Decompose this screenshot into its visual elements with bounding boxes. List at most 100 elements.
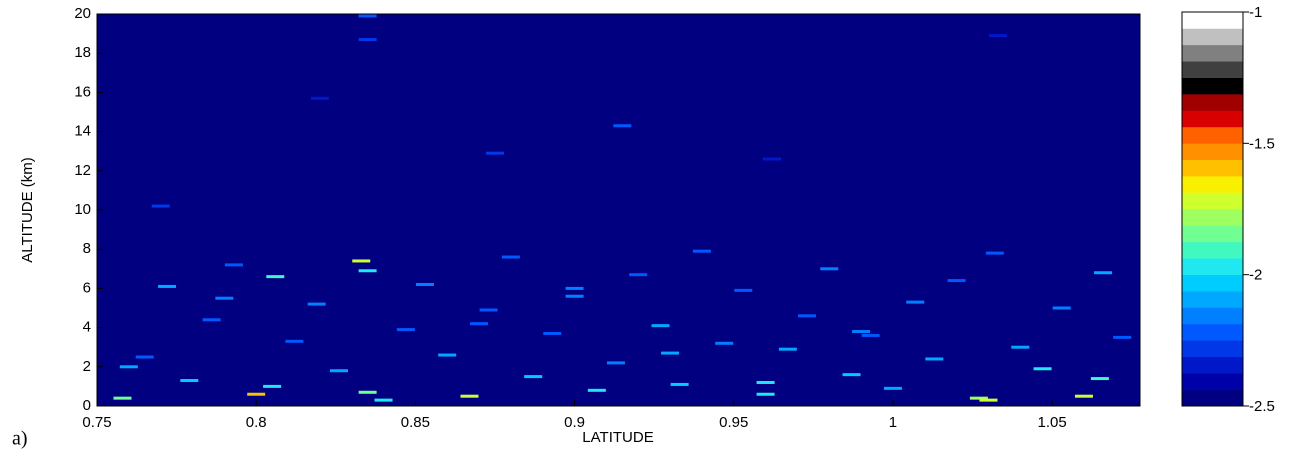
heat-cell xyxy=(565,294,584,298)
heat-cell xyxy=(651,324,670,328)
heat-cell xyxy=(113,396,132,400)
y-tick-label: 14 xyxy=(74,123,91,140)
heat-cell xyxy=(352,259,371,263)
heat-cell xyxy=(358,37,377,41)
colorbar-band xyxy=(1182,94,1243,111)
heat-cell xyxy=(460,394,479,398)
heat-cell xyxy=(661,351,680,355)
heat-cell xyxy=(285,339,304,343)
heat-cell xyxy=(613,124,632,128)
heat-cell xyxy=(756,380,775,384)
heat-cell xyxy=(180,379,199,383)
heat-cell xyxy=(989,34,1008,38)
heat-cell xyxy=(756,392,775,396)
x-tick-label: 1.05 xyxy=(1038,414,1067,431)
heat-cell xyxy=(224,263,243,267)
colorbar-tick-label: -2.5 xyxy=(1249,398,1275,415)
y-tick-label: 16 xyxy=(74,83,91,100)
colorbar-band xyxy=(1182,61,1243,78)
colorbar-band xyxy=(1182,340,1243,358)
y-tick-label: 2 xyxy=(83,358,91,375)
heat-cell xyxy=(985,251,1004,255)
y-tick-label: 4 xyxy=(83,319,91,336)
y-tick-label: 8 xyxy=(83,240,91,257)
heat-cell xyxy=(925,357,944,361)
colorbar-tick-label: -1.5 xyxy=(1249,135,1275,152)
y-tick-label: 18 xyxy=(74,44,91,61)
colorbar-band xyxy=(1182,274,1243,292)
heat-cell xyxy=(692,249,711,253)
heat-cell xyxy=(501,255,520,259)
heat-cell xyxy=(215,296,234,300)
heat-cell xyxy=(565,286,584,290)
x-tick-label: 0.8 xyxy=(246,414,267,431)
heat-cell xyxy=(606,361,625,365)
heat-cell xyxy=(883,386,902,390)
heat-cell xyxy=(358,14,377,18)
heat-cell xyxy=(247,392,266,396)
heat-cell xyxy=(263,384,282,388)
heat-cell xyxy=(842,373,861,377)
heat-cell xyxy=(358,269,377,273)
colorbar-band xyxy=(1182,307,1243,325)
y-tick-label: 0 xyxy=(83,397,91,414)
x-tick-label: 0.85 xyxy=(401,414,430,431)
heat-cell xyxy=(485,151,504,155)
heat-cell xyxy=(1033,367,1052,371)
x-axis-label: LATITUDE xyxy=(582,429,653,446)
heat-cell xyxy=(852,330,871,334)
colorbar-tick-label: -1 xyxy=(1249,4,1262,21)
heat-cell xyxy=(438,353,457,357)
heat-cell xyxy=(629,273,648,277)
heat-cell xyxy=(329,369,348,373)
colorbar-band xyxy=(1182,291,1243,308)
colorbar-band xyxy=(1182,389,1243,407)
heat-cell xyxy=(135,355,154,359)
heat-cell xyxy=(307,302,326,306)
colorbar-band xyxy=(1182,110,1243,128)
heat-cell xyxy=(374,398,393,402)
heat-cell xyxy=(861,333,880,337)
panel-label: a) xyxy=(12,428,28,450)
colorbar-tick-label: -2 xyxy=(1249,267,1262,284)
colorbar-band xyxy=(1182,143,1243,161)
heat-cell xyxy=(1074,394,1093,398)
x-tick-label: 1 xyxy=(889,414,897,431)
colorbar-band xyxy=(1182,373,1243,390)
colorbar-band xyxy=(1182,12,1243,29)
heat-cell xyxy=(797,314,816,318)
heat-cell xyxy=(202,318,221,322)
colorbar-band xyxy=(1182,77,1243,95)
heat-cell xyxy=(1090,377,1109,381)
heat-cell xyxy=(119,365,138,369)
y-axis-label: ALTITUDE (km) xyxy=(19,157,36,263)
colorbar-band xyxy=(1182,209,1243,226)
x-tick-label: 0.9 xyxy=(564,414,585,431)
heat-cell xyxy=(947,279,966,283)
x-tick-label: 0.75 xyxy=(82,414,111,431)
y-tick-label: 6 xyxy=(83,279,91,296)
colorbar-band xyxy=(1182,159,1243,177)
y-tick-label: 20 xyxy=(74,5,91,22)
heat-cell xyxy=(587,388,606,392)
colorbar-band xyxy=(1182,44,1243,62)
heat-cell xyxy=(470,322,489,326)
colorbar-band xyxy=(1182,241,1243,259)
y-tick-label: 12 xyxy=(74,162,91,179)
colorbar-band xyxy=(1182,225,1243,243)
y-tick-label: 10 xyxy=(74,201,91,218)
heat-cell xyxy=(479,308,498,312)
heat-cell xyxy=(543,331,562,335)
heat-cell xyxy=(1011,345,1030,349)
plot-background xyxy=(97,14,1140,406)
heat-cell xyxy=(310,96,329,100)
heat-cell xyxy=(820,267,839,271)
colorbar-band xyxy=(1182,28,1243,46)
heat-cell xyxy=(969,396,988,400)
colorbar-band xyxy=(1182,192,1243,210)
colorbar-band xyxy=(1182,258,1243,275)
heat-cell xyxy=(734,288,753,292)
colorbar-band xyxy=(1182,126,1243,144)
colorbar-band xyxy=(1182,176,1243,193)
